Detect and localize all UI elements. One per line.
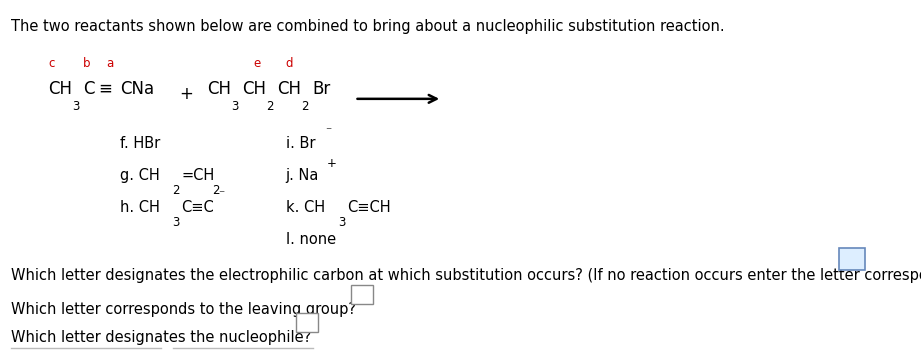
Text: i. Br: i. Br <box>286 136 315 151</box>
Text: 3: 3 <box>338 216 345 229</box>
Text: +: + <box>180 85 193 103</box>
Text: 3: 3 <box>172 216 180 229</box>
Text: CH: CH <box>277 79 301 97</box>
Text: 3: 3 <box>231 101 239 113</box>
Text: The two reactants shown below are combined to bring about a nucleophilic substit: The two reactants shown below are combin… <box>11 19 725 34</box>
Text: =CH: =CH <box>181 168 215 183</box>
Text: 3: 3 <box>72 101 79 113</box>
Text: d: d <box>286 57 293 70</box>
Text: C≡CH: C≡CH <box>347 200 391 215</box>
Text: h. CH: h. CH <box>120 200 159 215</box>
Text: f. HBr: f. HBr <box>120 136 160 151</box>
Text: ⁻: ⁻ <box>218 189 225 201</box>
Text: g. CH: g. CH <box>120 168 159 183</box>
Text: j. Na: j. Na <box>286 168 319 183</box>
Text: CH: CH <box>242 79 266 97</box>
Text: e: e <box>253 57 261 70</box>
Text: +: + <box>327 157 337 169</box>
Text: a: a <box>106 57 113 70</box>
Text: k. CH: k. CH <box>286 200 324 215</box>
Text: c: c <box>49 57 55 70</box>
Text: Br: Br <box>312 79 331 97</box>
Text: ⁻: ⁻ <box>325 125 332 138</box>
Text: 2: 2 <box>212 184 219 197</box>
Text: Which letter designates the nucleophile?: Which letter designates the nucleophile? <box>11 330 311 345</box>
Text: C≡C: C≡C <box>181 200 215 215</box>
Text: 2: 2 <box>172 184 180 197</box>
FancyBboxPatch shape <box>296 313 318 332</box>
Text: 2: 2 <box>301 101 309 113</box>
Text: C: C <box>83 79 94 97</box>
Text: CH: CH <box>207 79 231 97</box>
Text: CH: CH <box>48 79 72 97</box>
Text: Which letter corresponds to the leaving group?: Which letter corresponds to the leaving … <box>11 302 356 317</box>
Text: Which letter designates the electrophilic carbon at which substitution occurs? (: Which letter designates the electrophili… <box>11 268 921 283</box>
Text: l. none: l. none <box>286 232 335 246</box>
Text: CNa: CNa <box>120 79 154 97</box>
FancyBboxPatch shape <box>839 248 865 270</box>
Text: ≡: ≡ <box>99 79 112 97</box>
Text: b: b <box>83 57 90 70</box>
Text: 2: 2 <box>266 101 274 113</box>
FancyBboxPatch shape <box>351 285 373 304</box>
